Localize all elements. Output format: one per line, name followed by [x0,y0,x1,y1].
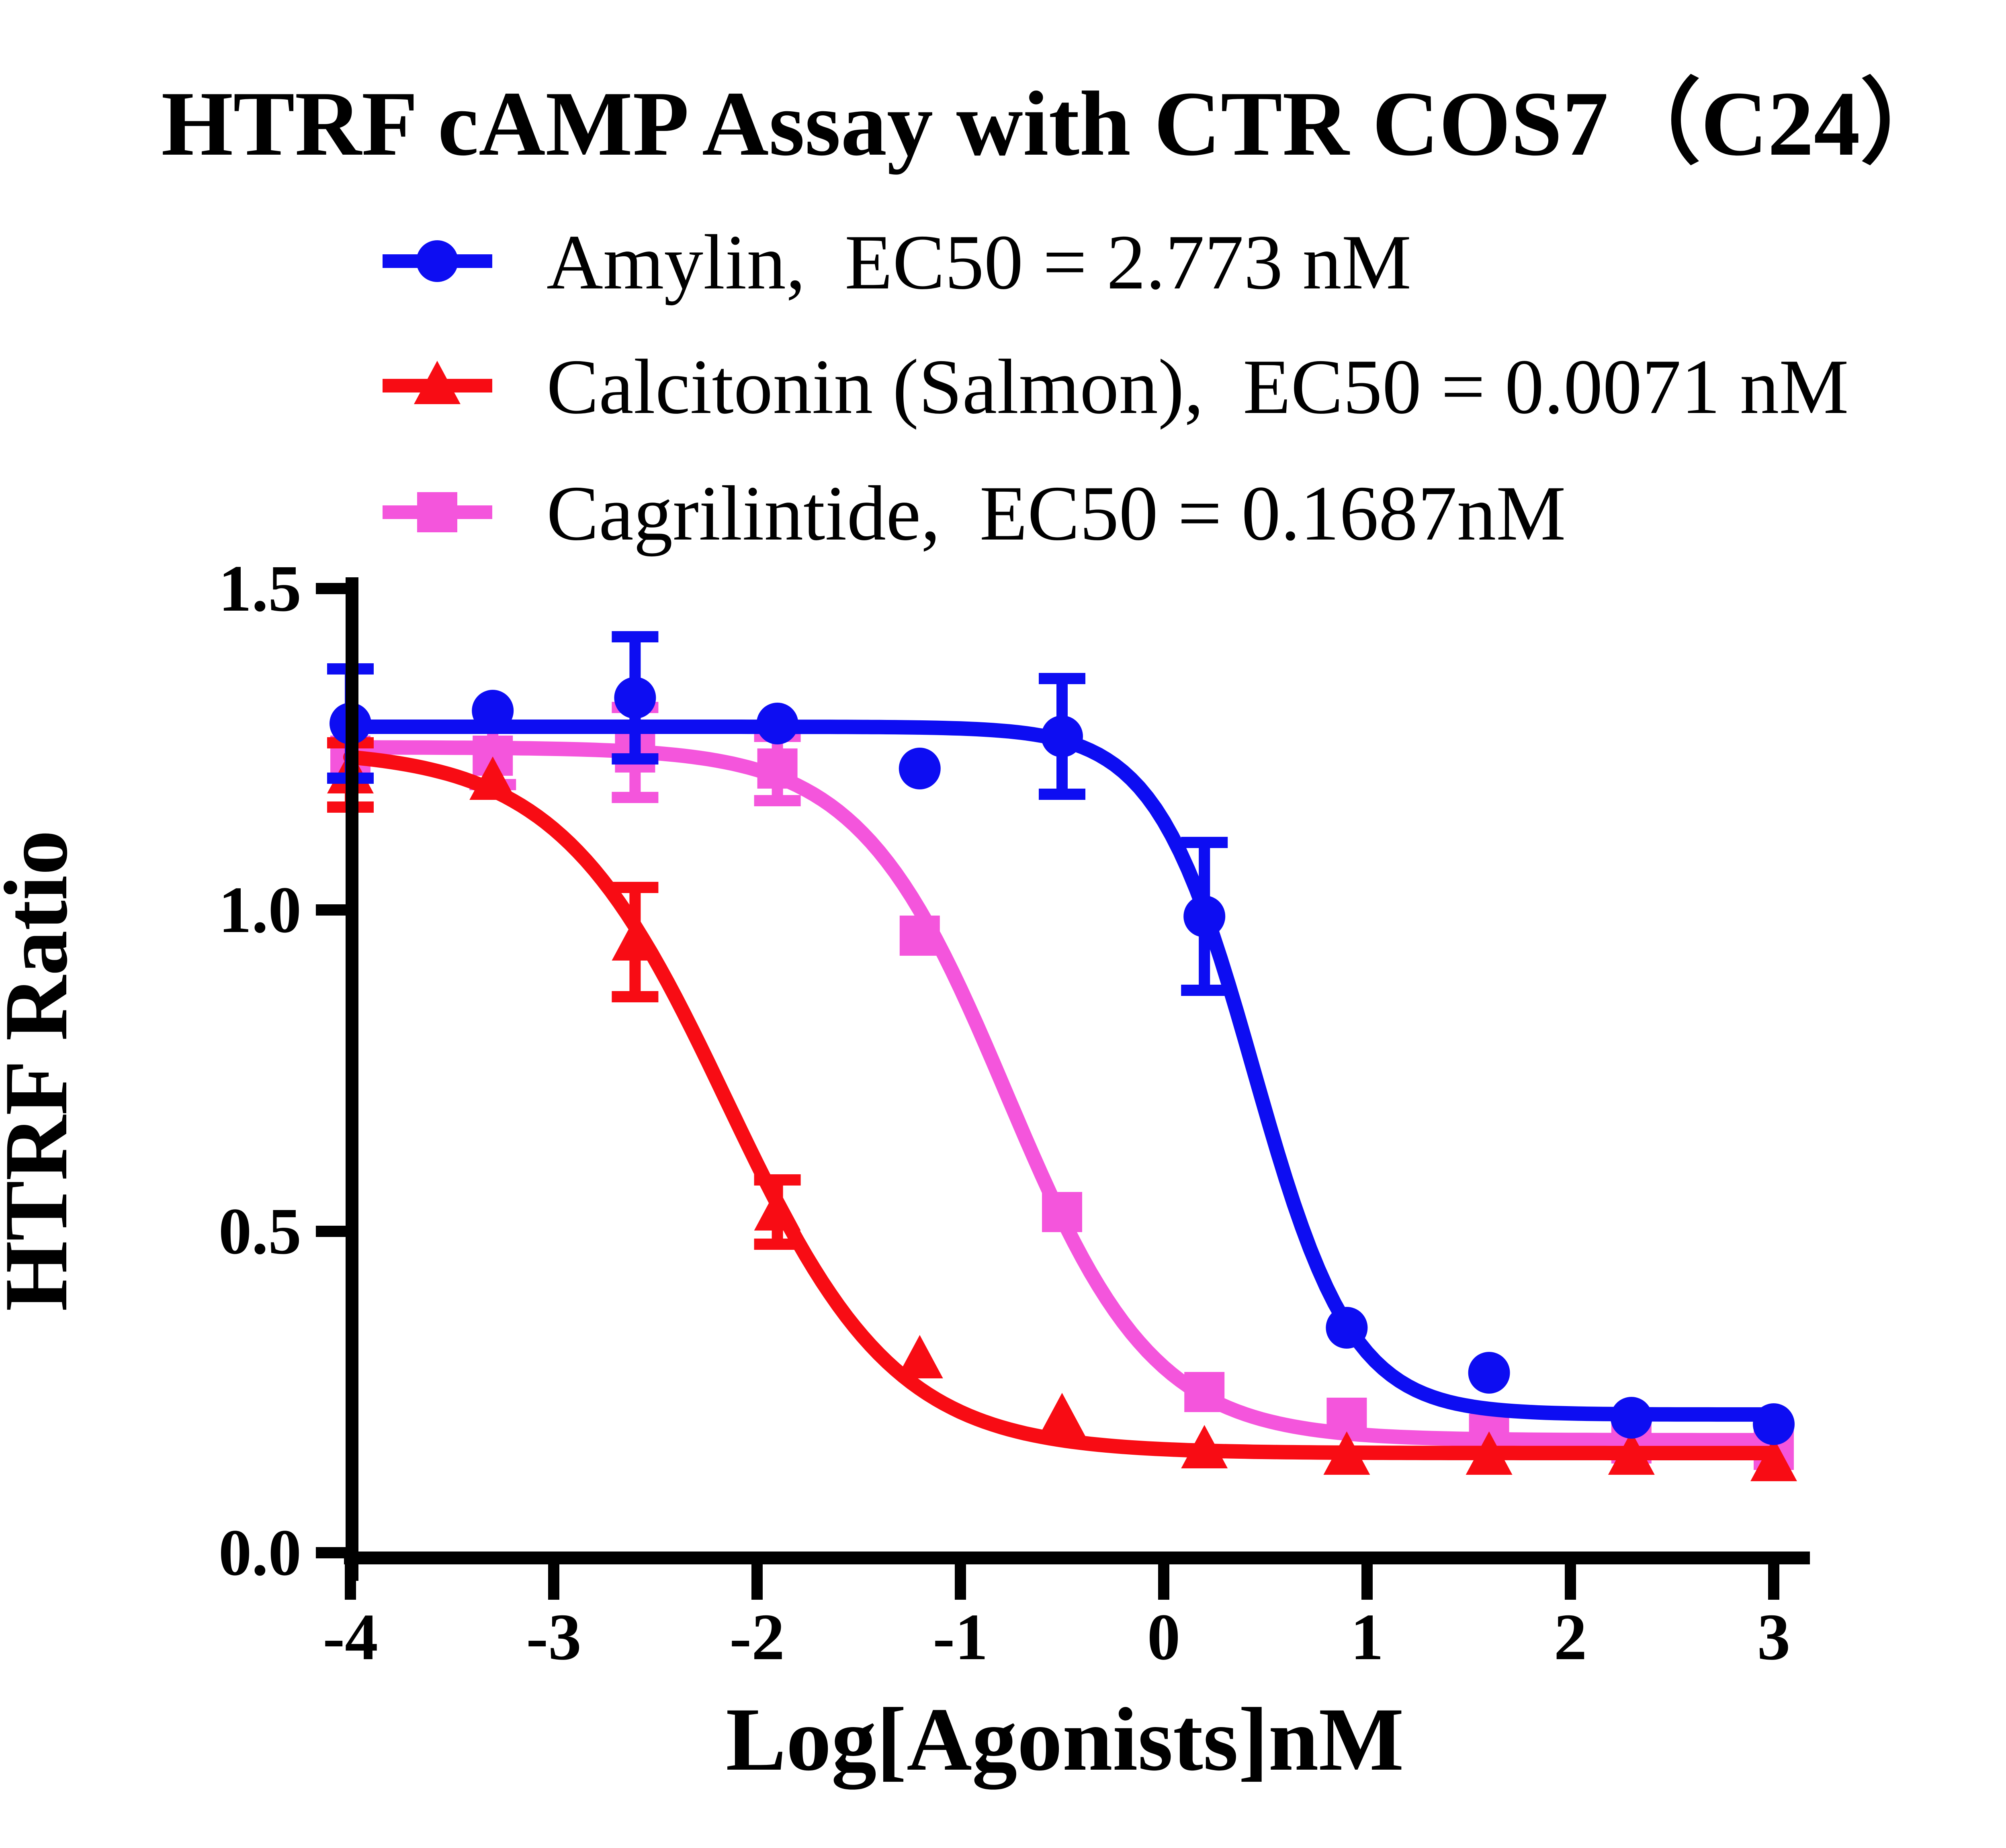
legend-key-marker-calcitonin-salmon [414,361,461,404]
legend-key-marker-amylin [416,240,458,282]
data-point-calcitonin-salmon [1750,1438,1797,1481]
data-point-amylin [899,748,941,789]
data-point-calcitonin-salmon [754,1187,801,1231]
x-tick-label: 2 [1554,1600,1587,1674]
x-tick-label: -2 [729,1600,784,1674]
x-axis-title: Log[Agonists]nM [726,1689,1404,1790]
y-tick-label: 0.5 [219,1194,301,1268]
y-axis-title: HTRF Ratio [0,830,86,1311]
x-tick-label: -4 [323,1600,378,1674]
plot-series [327,631,1797,1481]
data-point-amylin [1183,895,1226,937]
axes [316,577,1810,1600]
data-point-cagrilintide [757,748,798,789]
chart-title: HTRF cAMP Assay with CTR COS7（C24） [161,72,1953,175]
series-amylin [327,631,1795,1445]
data-point-cagrilintide [1184,1372,1225,1412]
data-point-amylin [1610,1397,1652,1439]
data-point-calcitonin-salmon [1466,1431,1513,1475]
curve-cagrilintide [343,740,1781,1447]
data-point-amylin [472,690,514,732]
data-point-calcitonin-salmon [612,917,659,961]
data-point-calcitonin-salmon [1039,1393,1085,1436]
data-point-cagrilintide [899,916,940,956]
legend-keys [383,240,492,532]
data-point-amylin [1468,1352,1510,1394]
data-point-cagrilintide [1326,1398,1367,1438]
x-tick-label: -3 [526,1600,581,1674]
legend-key-marker-cagrilintide [417,492,457,532]
x-tick-label: 3 [1757,1600,1791,1674]
legend-key-amylin [383,240,492,282]
legend: Amylin, EC50 = 2.773 nM Calcitonin (Salm… [383,219,1849,557]
series-calcitonin-salmon [327,737,1797,1481]
legend-key-cagrilintide [383,492,492,532]
data-point-calcitonin-salmon [896,1335,943,1378]
legend-label-cagrilintide: Cagrilintide, EC50 = 0.1687nM [547,470,1566,557]
data-point-cagrilintide [1042,1192,1082,1232]
x-tick-label: -1 [933,1600,988,1674]
data-point-amylin [756,703,798,744]
y-tick-label: 1.0 [219,873,301,946]
data-point-amylin [1753,1403,1795,1445]
data-point-calcitonin-salmon [1323,1431,1370,1475]
data-point-amylin [1326,1307,1368,1349]
data-point-calcitonin-salmon [1181,1425,1228,1468]
data-point-amylin [1041,715,1083,757]
data-point-calcitonin-salmon [1608,1431,1655,1475]
tick-labels: -4 -3 -2 -1 0 1 2 3 0.0 0.5 1.0 1.5 [219,552,1791,1674]
legend-label-calcitonin: Calcitonin (Salmon), EC50 = 0.0071 nM [547,343,1849,430]
x-tick-label: 0 [1147,1600,1181,1674]
curve-calcitonin-salmon [343,750,1781,1460]
x-tick-label: 1 [1351,1600,1384,1674]
y-tick-label: 0.0 [219,1516,301,1589]
data-point-calcitonin-salmon [469,756,516,800]
legend-label-amylin: Amylin, EC50 = 2.773 nM [547,219,1411,306]
legend-key-calcitonin-salmon [383,361,492,404]
y-tick-label: 1.5 [219,552,301,625]
data-point-amylin [614,677,656,719]
